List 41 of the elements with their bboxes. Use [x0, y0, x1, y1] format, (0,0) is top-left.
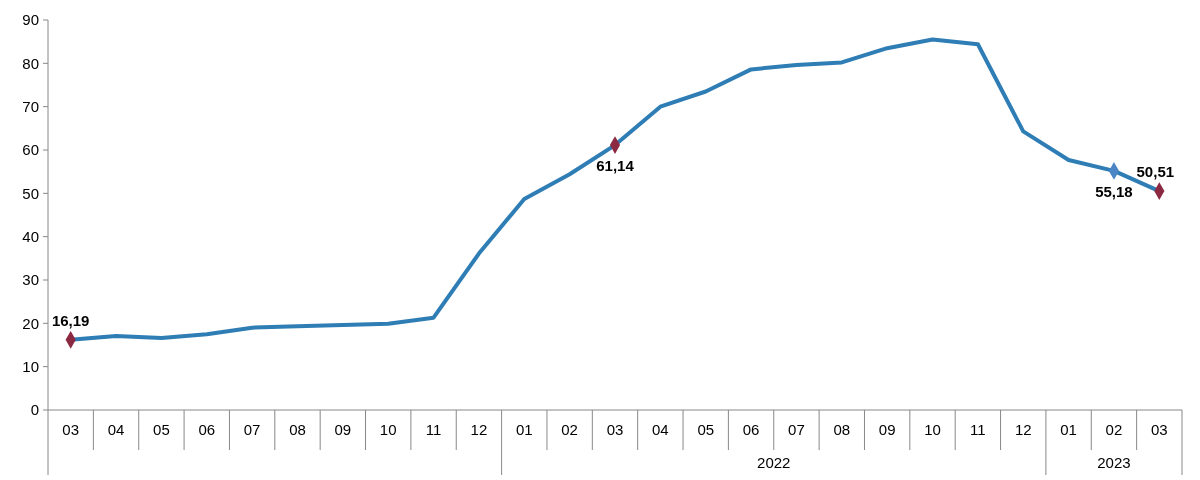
x-tick-label: 10 — [924, 421, 941, 438]
text: 2022 — [757, 454, 791, 471]
y-tick-label: 0 — [30, 401, 39, 419]
y-tick-label: 10 — [22, 357, 39, 375]
data-label: 61,14 — [596, 157, 635, 175]
data-label: 55,18 — [1095, 182, 1133, 200]
x-tick-label: 01 — [1060, 421, 1077, 438]
x-tick-label: 02 — [561, 421, 578, 438]
y-tick-label: 60 — [22, 141, 39, 159]
x-tick-label: 06 — [742, 421, 760, 438]
y-tick-label: 70 — [22, 97, 39, 115]
x-tick-label: 03 — [62, 421, 80, 438]
y-tick-label: 40 — [22, 227, 39, 245]
x-tick-label: 03 — [1150, 421, 1168, 438]
x-tick-label: 02 — [1105, 421, 1123, 438]
y-tick-label: 20 — [22, 314, 39, 332]
x-tick-label: 08 — [289, 421, 306, 438]
x-tick-label: 08 — [833, 421, 851, 438]
x-tick-label: 01 — [515, 421, 533, 438]
x-tick-label: 12 — [1014, 421, 1032, 438]
x-tick-label: 09 — [878, 421, 896, 438]
x-tick-label: 12 — [470, 421, 488, 438]
data-label: 50,51 — [1136, 163, 1175, 181]
x-tick-label: 10 — [379, 421, 397, 438]
y-tick-label: 50 — [22, 184, 39, 202]
y-tick-label: 30 — [22, 271, 39, 289]
x-tick-label: 05 — [697, 421, 715, 438]
text: 2023 — [1097, 454, 1131, 471]
x-tick-label: 09 — [334, 421, 352, 438]
x-tick-label: 11 — [425, 421, 442, 438]
x-tick-label: 05 — [153, 421, 170, 438]
x-tick-label: 04 — [107, 421, 125, 438]
data-label: 16,19 — [51, 311, 90, 329]
x-tick-label: 03 — [606, 421, 624, 438]
x-tick-label: 06 — [198, 421, 216, 438]
y-tick-label: 90 — [22, 11, 39, 29]
x-tick-label: 07 — [788, 421, 805, 438]
y-tick-label: 80 — [22, 54, 39, 72]
x-tick-label: 04 — [652, 421, 669, 438]
x-tick-label: 11 — [970, 421, 986, 438]
x-tick-label: 07 — [243, 421, 261, 438]
